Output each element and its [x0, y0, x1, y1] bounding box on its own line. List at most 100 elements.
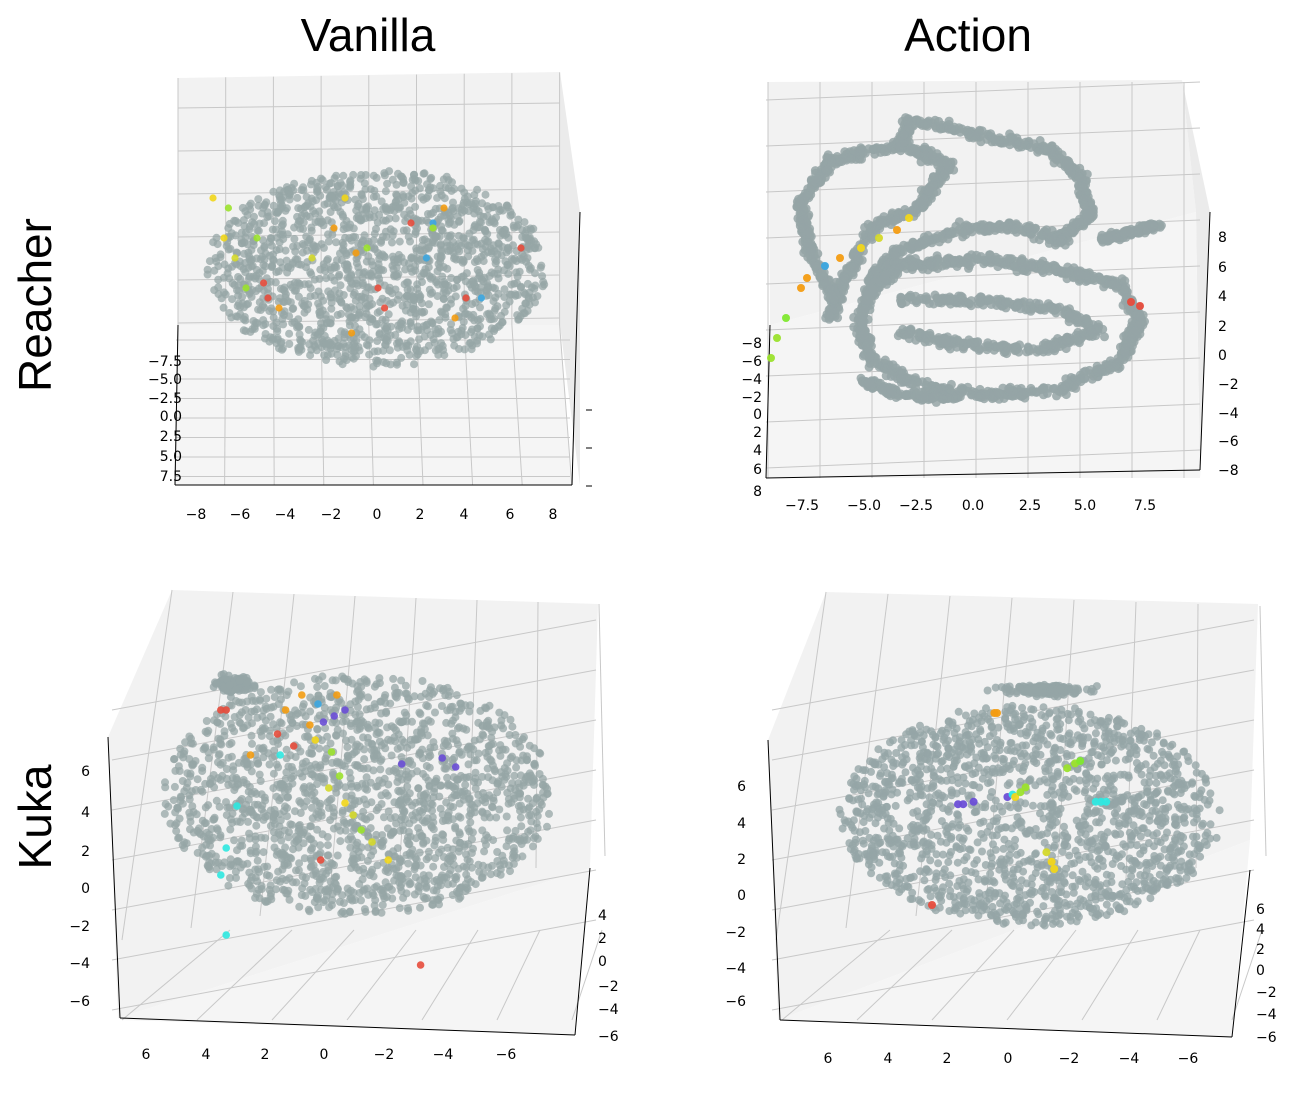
cloud-point: [271, 217, 279, 226]
cloud-point: [471, 199, 480, 208]
cloud-point: [514, 215, 523, 224]
x-tick-label: −5.0: [847, 498, 881, 514]
cloud-point: [309, 241, 318, 250]
cloud-point: [475, 331, 484, 340]
cloud-point: [918, 264, 928, 274]
cloud-point: [306, 351, 315, 360]
cloud-point: [252, 821, 261, 830]
cloud-point: [519, 309, 528, 318]
highlight-point: [440, 204, 448, 212]
cloud-point: [326, 208, 335, 216]
cloud-point: [1066, 224, 1076, 234]
cloud-point: [263, 208, 272, 217]
cloud-point: [932, 258, 942, 268]
x-tick-label: 0.0: [962, 498, 984, 514]
cloud-point: [422, 216, 431, 225]
cloud-point: [491, 259, 500, 268]
cloud-point: [327, 293, 336, 302]
cloud-point: [297, 891, 306, 899]
cloud-point: [1000, 222, 1010, 231]
cloud-point: [346, 284, 355, 293]
cloud-point: [473, 185, 482, 194]
cloud-point: [1113, 353, 1123, 363]
cloud-point: [447, 320, 456, 329]
cloud-point: [401, 306, 410, 315]
cloud-point: [210, 286, 219, 295]
x-tick-label: 8: [549, 507, 558, 523]
cloud-point: [316, 191, 325, 200]
highlight-point: [381, 304, 389, 312]
cloud-point: [533, 292, 542, 301]
cloud-point: [388, 238, 396, 247]
cloud-point: [333, 182, 342, 191]
cloud-point: [304, 325, 313, 334]
cloud-point: [288, 305, 297, 313]
cloud-point: [520, 218, 529, 227]
cloud-point: [537, 261, 546, 270]
z-axis-line: [1199, 211, 1211, 471]
cloud-point: [295, 281, 304, 290]
y-axis-line: [765, 324, 771, 479]
cloud-point: [247, 246, 256, 255]
cloud-point: [332, 238, 340, 247]
cloud-point: [493, 250, 502, 259]
cloud-point: [999, 138, 1009, 148]
cloud-point: [388, 175, 397, 184]
cloud-point: [413, 280, 422, 289]
cloud-point: [435, 232, 444, 241]
cloud-point: [391, 214, 400, 223]
x-axis-line: [765, 469, 1201, 479]
cloud-point: [880, 355, 890, 365]
cloud-point: [827, 156, 837, 166]
cloud-point: [325, 179, 334, 188]
cloud-point: [296, 337, 305, 346]
cloud-point: [318, 176, 327, 185]
cloud-point: [372, 225, 380, 233]
cloud-point: [422, 321, 431, 330]
cloud-point: [915, 197, 925, 207]
cloud-point: [431, 708, 439, 717]
cloud-point: [425, 186, 434, 195]
highlight-point: [821, 262, 829, 270]
cloud-point: [833, 313, 843, 323]
cloud-point: [523, 243, 532, 252]
cloud-point: [402, 342, 411, 350]
grid-line: [272, 324, 275, 486]
cloud-point: [930, 391, 940, 400]
cloud-point: [1002, 254, 1012, 263]
cloud-point: [534, 243, 543, 252]
cloud-point: [354, 263, 363, 272]
cloud-point: [1069, 381, 1079, 391]
cloud-point: [339, 240, 348, 249]
y-tick-label: −5.0: [148, 372, 182, 388]
cloud-point: [381, 204, 390, 213]
cloud-point: [461, 309, 470, 318]
cloud-point: [302, 192, 311, 201]
highlight-point: [782, 314, 790, 322]
cloud-point: [239, 216, 248, 225]
highlight-point: [857, 244, 865, 252]
cloud-point: [963, 125, 973, 135]
cloud-point: [858, 230, 868, 240]
cloud-point: [253, 856, 262, 865]
cloud-point: [840, 272, 850, 282]
cloud-point: [439, 263, 448, 271]
cloud-point: [424, 300, 433, 309]
cloud-point: [377, 197, 386, 206]
cloud-point: [857, 312, 867, 322]
cloud-point: [907, 256, 917, 265]
cloud-point: [380, 252, 389, 261]
cloud-point: [260, 255, 269, 264]
cloud-point: [261, 330, 270, 338]
cloud-point: [293, 193, 302, 202]
cloud-point: [248, 218, 257, 227]
cloud-point: [238, 203, 247, 212]
cloud-point: [441, 280, 450, 289]
cloud-point: [225, 309, 234, 317]
cloud-point: [848, 270, 858, 280]
cloud-point: [314, 299, 323, 308]
cloud-point: [468, 325, 477, 334]
cloud-point: [483, 212, 492, 221]
